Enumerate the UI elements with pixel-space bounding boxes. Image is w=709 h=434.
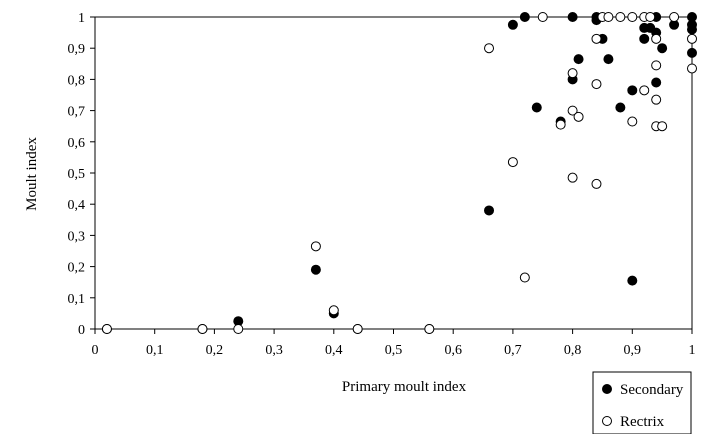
y-tick-label: 0,8 (68, 73, 86, 88)
rectrix-point (101, 324, 112, 334)
x-axis-title: Primary moult index (342, 379, 467, 395)
secondary-point (639, 33, 650, 44)
x-tick-label: 0,2 (206, 343, 224, 358)
secondary-point (627, 275, 638, 286)
y-tick-label: 0,9 (68, 42, 86, 57)
legend: Secondary Rectrix (592, 371, 692, 434)
y-tick-label: 0,5 (68, 167, 86, 182)
y-tick-label: 0,6 (68, 136, 86, 151)
rectrix-point (627, 12, 638, 22)
rectrix-point (651, 94, 662, 105)
x-tick-label: 0,3 (265, 343, 283, 358)
rectrix-point (519, 272, 530, 283)
secondary-point (531, 102, 542, 113)
rectrix-point (591, 178, 602, 189)
y-axis-title: Moult index (24, 137, 40, 211)
ticks-layer: 0 0,1 0,2 0,3 0,4 0,5 0,6 0,7 0,8 0,9 1 0 0,1 0,2 0,3 0… (68, 11, 696, 358)
rectrix-point (591, 79, 602, 90)
rectrix-point (645, 12, 656, 22)
secondary-point (687, 24, 697, 35)
secondary-point (627, 85, 638, 96)
rectrix-point (657, 121, 668, 132)
secondary-point (603, 54, 614, 65)
x-tick-label: 0 (92, 343, 99, 358)
secondary-point (687, 47, 697, 58)
rectrix-point (352, 324, 363, 334)
x-tick-label: 0,6 (444, 343, 462, 358)
y-tick-label: 0 (78, 323, 85, 338)
x-tick-label: 0,1 (146, 343, 164, 358)
secondary-point (573, 54, 584, 65)
rectrix-point (567, 68, 578, 79)
rectrix-point (573, 111, 584, 122)
rectrix-point (197, 324, 208, 334)
rectrix-point (687, 33, 697, 44)
x-tick-label: 0,4 (325, 343, 343, 358)
axes-layer (94, 16, 693, 330)
rectrix-point (669, 12, 680, 22)
rectrix-point (687, 63, 697, 74)
rectrix-point (328, 305, 339, 316)
secondary-point (657, 43, 668, 54)
rectrix-point (424, 324, 435, 334)
rectrix-point (603, 12, 614, 22)
y-tick-label: 0,3 (68, 229, 86, 244)
legend-marker-secondary (602, 384, 612, 394)
legend-label-secondary: Secondary (620, 382, 684, 398)
y-tick-label: 0,7 (68, 105, 86, 120)
y-tick-label: 0,2 (68, 261, 86, 276)
rectrix-point (233, 324, 244, 334)
rectrix-point (591, 33, 602, 44)
rectrix-point (567, 105, 578, 116)
secondary-point (519, 12, 530, 22)
x-tick-label: 0,7 (504, 343, 522, 358)
secondary-point (310, 264, 321, 275)
rectrix-point (310, 241, 321, 252)
rectrix-point (615, 12, 626, 22)
legend-label-rectrix: Rectrix (620, 414, 665, 430)
rectrix-point (651, 33, 662, 44)
y-tick-label: 0,4 (68, 198, 86, 213)
points-layer (101, 12, 697, 334)
x-tick-label: 0,9 (624, 343, 642, 358)
rectrix-point (484, 43, 495, 54)
y-tick-label: 0,1 (68, 292, 86, 307)
secondary-point (567, 12, 578, 22)
rectrix-point (555, 119, 566, 130)
y-tick-label: 1 (78, 11, 85, 26)
rectrix-point (651, 60, 662, 71)
rectrix-point (639, 85, 650, 96)
rectrix-point (507, 157, 518, 168)
rectrix-point (567, 172, 578, 183)
secondary-point (507, 19, 518, 30)
secondary-point (651, 77, 662, 88)
secondary-point (484, 205, 495, 216)
legend-marker-rectrix (602, 416, 612, 426)
rectrix-point (627, 116, 638, 127)
x-tick-label: 1 (689, 343, 696, 358)
x-tick-label: 0,5 (385, 343, 403, 358)
secondary-point (615, 102, 626, 113)
rectrix-point (537, 12, 548, 22)
x-tick-label: 0,8 (564, 343, 582, 358)
